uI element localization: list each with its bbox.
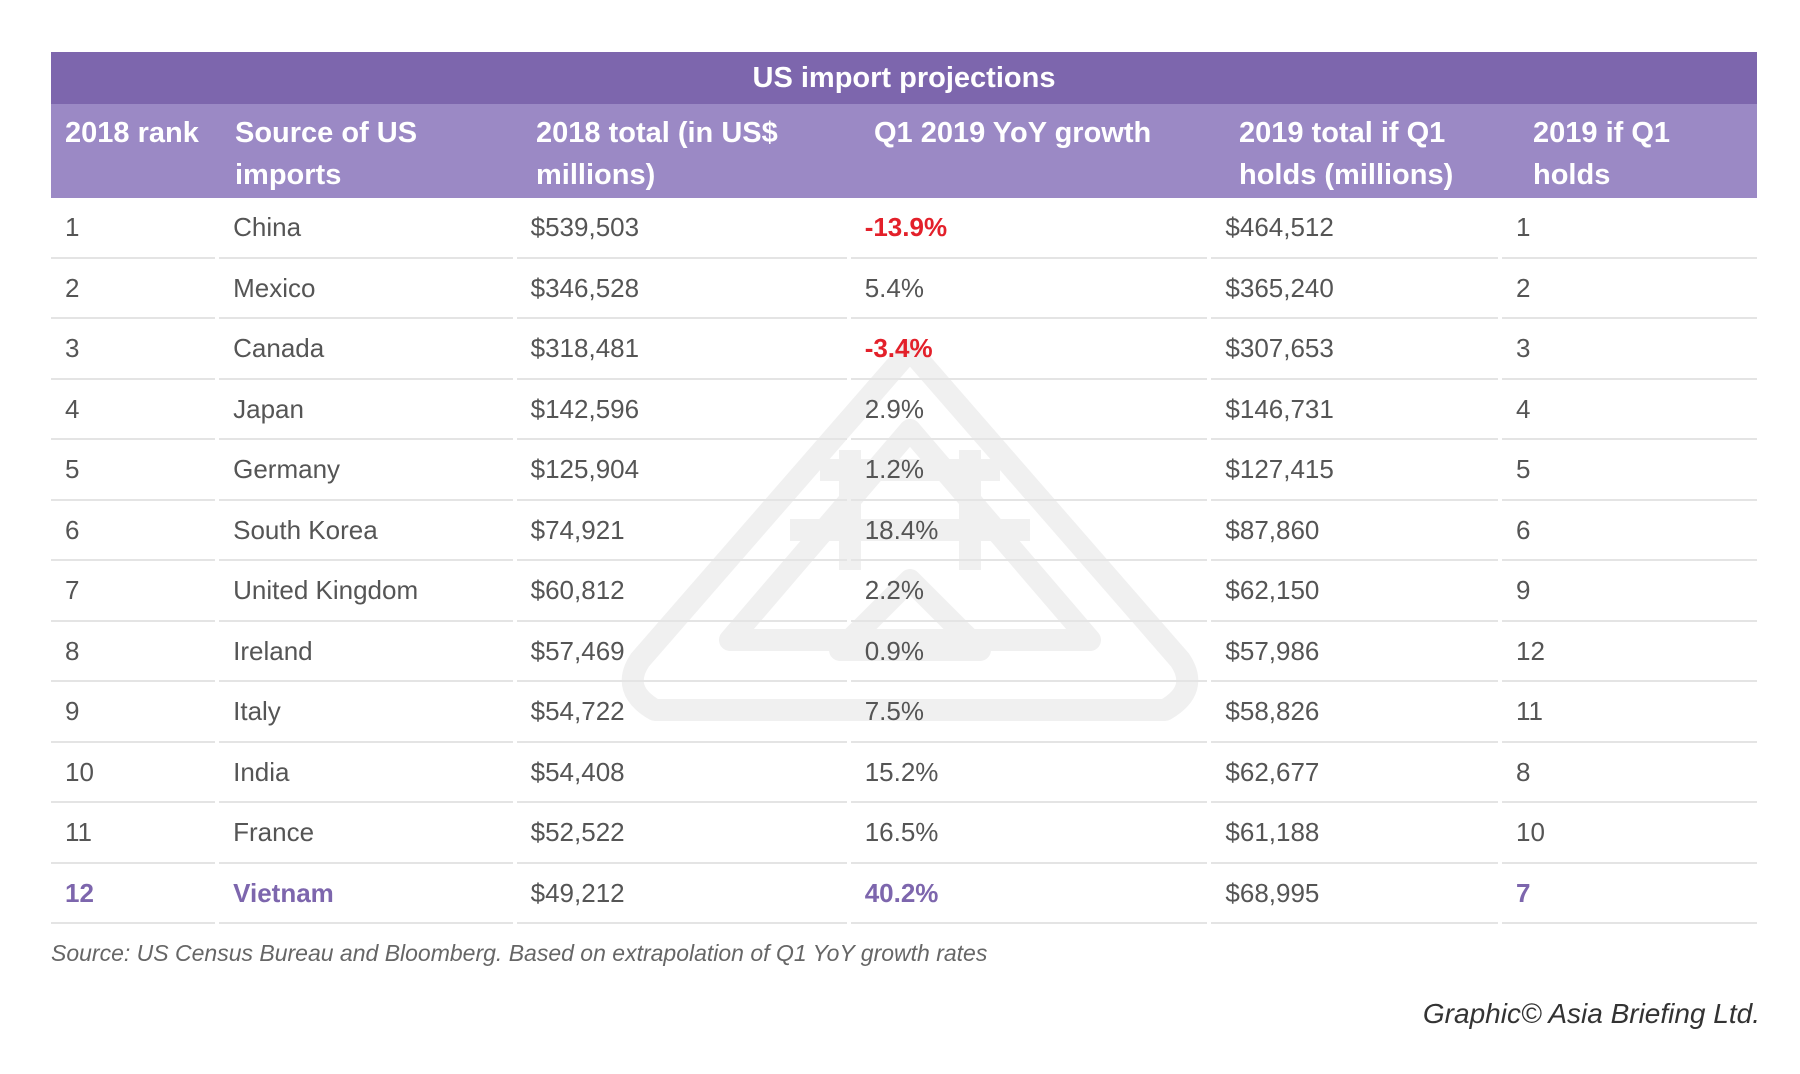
total-2018-cell: $52,522: [516, 803, 847, 864]
rank-cell: 6: [51, 501, 216, 561]
table-title: US import projections: [51, 52, 1757, 104]
source-cell: South Korea: [219, 501, 513, 561]
growth-cell: -3.4%: [850, 319, 1208, 380]
table-row: 5 Germany $125,904 1.2% $127,415 5: [51, 440, 1757, 501]
total-2018-cell: $74,921: [516, 501, 847, 561]
rank-2019-cell: 9: [1502, 561, 1757, 622]
source-cell: Italy: [219, 682, 513, 743]
rank-cell: 9: [51, 682, 216, 743]
table-header-row: 2018 rank Source of US imports 2018 tota…: [51, 104, 1757, 198]
source-cell: Canada: [219, 319, 513, 380]
header-2019-total: 2019 total if Q1 holds (millions): [1239, 117, 1454, 191]
table-row: 11 France $52,522 16.5% $61,188 10: [51, 803, 1757, 864]
growth-cell: 16.5%: [850, 803, 1208, 864]
rank-2019-cell: 8: [1502, 743, 1757, 803]
table-row: 9 Italy $54,722 7.5% $58,826 11: [51, 682, 1757, 743]
header-2018-rank: 2018 rank: [65, 117, 199, 149]
total-2019-cell: $62,677: [1211, 743, 1498, 803]
rank-2019-cell: 5: [1502, 440, 1757, 501]
source-cell: Germany: [219, 440, 513, 501]
total-2018-cell: $539,503: [516, 198, 847, 259]
rank-cell: 3: [51, 319, 216, 380]
source-cell: Japan: [219, 380, 513, 440]
rank-cell: 4: [51, 380, 216, 440]
total-2019-cell: $58,826: [1211, 682, 1498, 743]
total-2018-cell: $54,408: [516, 743, 847, 803]
growth-cell: 7.5%: [850, 682, 1208, 743]
total-2018-cell: $125,904: [516, 440, 847, 501]
total-2018-cell: $60,812: [516, 561, 847, 622]
table-row: 3 Canada $318,481 -3.4% $307,653 3: [51, 319, 1757, 380]
header-source: Source of US imports: [235, 117, 418, 191]
total-2019-cell: $62,150: [1211, 561, 1498, 622]
total-2019-cell: $87,860: [1211, 501, 1498, 561]
growth-cell: 5.4%: [850, 259, 1208, 319]
source-cell: Ireland: [219, 622, 513, 682]
rank-cell: 11: [51, 803, 216, 864]
rank-2019-cell: 3: [1502, 319, 1757, 380]
growth-cell: 18.4%: [850, 501, 1208, 561]
total-2018-cell: $57,469: [516, 622, 847, 682]
growth-cell: 2.2%: [850, 561, 1208, 622]
rank-2019-cell: 4: [1502, 380, 1757, 440]
rank-2019-cell: 10: [1502, 803, 1757, 864]
rank-cell: 8: [51, 622, 216, 682]
rank-2019-cell: 7: [1502, 864, 1757, 924]
growth-cell: 40.2%: [850, 864, 1208, 924]
total-2019-cell: $127,415: [1211, 440, 1498, 501]
rank-cell: 5: [51, 440, 216, 501]
total-2018-cell: $142,596: [516, 380, 847, 440]
source-cell: Vietnam: [219, 864, 513, 924]
table-row: 7 United Kingdom $60,812 2.2% $62,150 9: [51, 561, 1757, 622]
header-2018-total: 2018 total (in US$ millions): [536, 117, 778, 191]
table-row: 2 Mexico $346,528 5.4% $365,240 2: [51, 259, 1757, 319]
total-2019-cell: $68,995: [1211, 864, 1498, 924]
graphic-credit: Graphic© Asia Briefing Ltd.: [1422, 998, 1760, 1029]
table-row: 6 South Korea $74,921 18.4% $87,860 6: [51, 501, 1757, 561]
source-cell: India: [219, 743, 513, 803]
rank-2019-cell: 1: [1502, 198, 1757, 259]
total-2019-cell: $146,731: [1211, 380, 1498, 440]
import-projections-table: US import projections 2018 rank Source o…: [51, 52, 1757, 924]
total-2018-cell: $49,212: [516, 864, 847, 924]
rank-cell: 7: [51, 561, 216, 622]
table-row: 8 Ireland $57,469 0.9% $57,986 12: [51, 622, 1757, 682]
rank-cell: 2: [51, 259, 216, 319]
table-row: 4 Japan $142,596 2.9% $146,731 4: [51, 380, 1757, 440]
rank-cell: 12: [51, 864, 216, 924]
rank-cell: 10: [51, 743, 216, 803]
source-cell: United Kingdom: [219, 561, 513, 622]
total-2018-cell: $54,722: [516, 682, 847, 743]
source-cell: France: [219, 803, 513, 864]
total-2019-cell: $365,240: [1211, 259, 1498, 319]
source-cell: Mexico: [219, 259, 513, 319]
rank-2019-cell: 2: [1502, 259, 1757, 319]
total-2019-cell: $464,512: [1211, 198, 1498, 259]
table-row: 12 Vietnam $49,212 40.2% $68,995 7: [51, 864, 1757, 924]
total-2018-cell: $346,528: [516, 259, 847, 319]
growth-cell: 1.2%: [850, 440, 1208, 501]
source-cell: China: [219, 198, 513, 259]
growth-cell: 0.9%: [850, 622, 1208, 682]
rank-2019-cell: 11: [1502, 682, 1757, 743]
table-row: 10 India $54,408 15.2% $62,677 8: [51, 743, 1757, 803]
total-2019-cell: $57,986: [1211, 622, 1498, 682]
rank-2019-cell: 12: [1502, 622, 1757, 682]
growth-cell: -13.9%: [850, 198, 1208, 259]
total-2019-cell: $307,653: [1211, 319, 1498, 380]
table-body: 1 China $539,503 -13.9% $464,512 1 2 Mexico $346…: [51, 198, 1757, 924]
header-q1-growth: Q1 2019 YoY growth: [874, 117, 1152, 149]
growth-cell: 2.9%: [850, 380, 1208, 440]
source-note: Source: US Census Bureau and Bloomberg. …: [51, 940, 988, 966]
total-2019-cell: $61,188: [1211, 803, 1498, 864]
header-2019-rank: 2019 if Q1 holds: [1533, 117, 1671, 191]
rank-2019-cell: 6: [1502, 501, 1757, 561]
rank-cell: 1: [51, 198, 216, 259]
table-row: 1 China $539,503 -13.9% $464,512 1: [51, 198, 1757, 259]
growth-cell: 15.2%: [850, 743, 1208, 803]
total-2018-cell: $318,481: [516, 319, 847, 380]
